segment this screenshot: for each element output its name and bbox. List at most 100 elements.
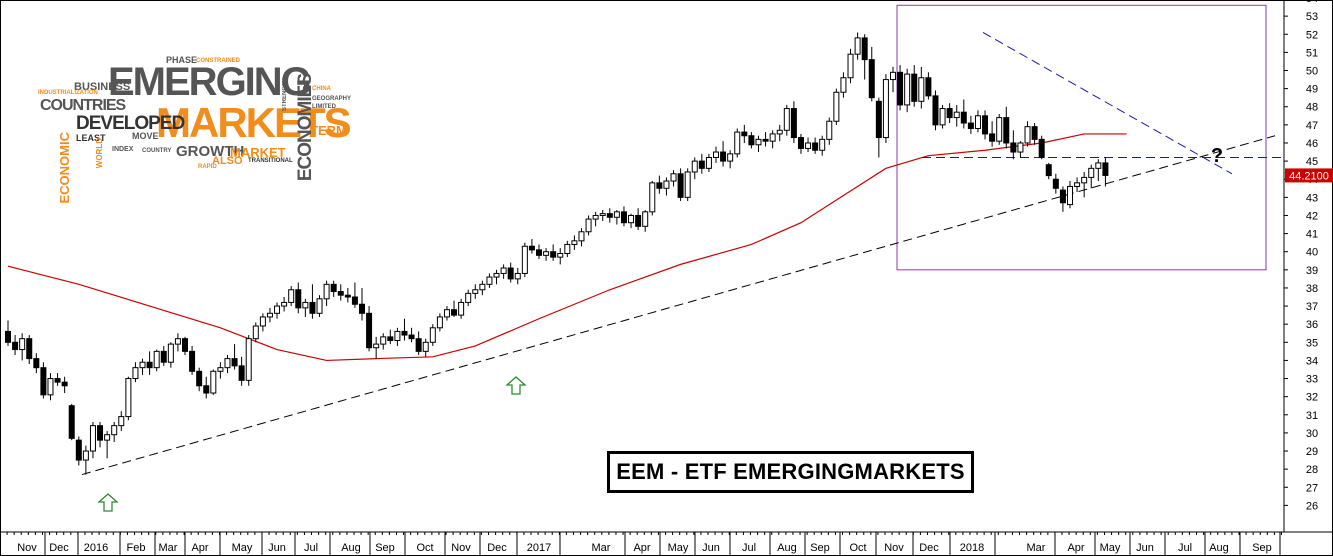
candle-body xyxy=(238,365,245,381)
candle-body xyxy=(366,312,373,349)
candle-body xyxy=(720,151,727,162)
annotation-question-mark: ? xyxy=(1211,145,1223,167)
wordcloud-word: MOVE xyxy=(132,131,159,141)
candle-body xyxy=(550,251,557,258)
candle-body xyxy=(344,294,351,298)
candle-body xyxy=(1067,185,1073,206)
candle-body xyxy=(401,330,408,336)
y-tick-label: 31 xyxy=(1306,410,1318,422)
x-tick-label: Jul xyxy=(1178,542,1192,554)
y-tick-label: 42 xyxy=(1306,210,1318,222)
y-tick-label: 39 xyxy=(1306,265,1318,277)
candle-body xyxy=(882,79,889,139)
candle-body xyxy=(705,156,712,169)
y-tick-label: 41 xyxy=(1306,229,1318,241)
candle-body xyxy=(755,138,762,146)
candle-body xyxy=(118,416,125,427)
y-tick-label: 30 xyxy=(1306,428,1318,440)
candle-body xyxy=(939,108,946,126)
candle-body xyxy=(146,361,153,369)
wordcloud-word: STRENGTH xyxy=(282,78,288,111)
candle-body xyxy=(925,77,932,97)
candle-body xyxy=(167,343,174,363)
candle-body xyxy=(1081,176,1088,184)
candle-body xyxy=(1017,142,1024,153)
candle-body xyxy=(521,245,528,274)
x-tick-label: Jun xyxy=(268,542,286,554)
candle-body xyxy=(514,272,521,280)
wordcloud-word: COUNTRIES xyxy=(40,97,126,114)
y-tick-label: 36 xyxy=(1306,319,1318,331)
wordcloud-word: BUSINESS xyxy=(74,81,131,93)
candle-body xyxy=(266,312,273,318)
candle-body xyxy=(33,358,40,369)
candle-body xyxy=(281,301,288,307)
candle-body xyxy=(373,343,380,349)
wordcloud-word: RAPID xyxy=(198,164,217,170)
y-tick-label: 54 xyxy=(1306,0,1318,5)
candle-body xyxy=(543,251,550,256)
y-tick-label: 45 xyxy=(1306,156,1318,168)
candle-body xyxy=(1045,164,1052,177)
candle-body xyxy=(635,214,642,227)
candle-body xyxy=(458,301,465,316)
candle-body xyxy=(415,338,422,352)
candle-body xyxy=(918,77,925,102)
wordcloud-word: TERM xyxy=(310,123,347,138)
x-tick-label: Apr xyxy=(633,542,650,554)
x-tick-label: May xyxy=(1100,542,1121,554)
candle-body xyxy=(387,336,394,341)
y-tick-label: 35 xyxy=(1306,337,1318,349)
candle-body xyxy=(677,173,684,198)
candle-body xyxy=(252,325,259,340)
x-tick-label: Oct xyxy=(416,542,433,554)
wordcloud-word: COUNTRY xyxy=(142,148,172,154)
wordcloud-word: DEVELOPED xyxy=(76,113,185,134)
y-tick-label: 43 xyxy=(1306,192,1318,204)
candle-body xyxy=(854,37,861,55)
wordcloud-word: WORLD xyxy=(95,138,104,169)
wordcloud-word: MARKET xyxy=(230,145,286,160)
moving-average-line xyxy=(7,133,1127,362)
candle-body xyxy=(1003,117,1010,144)
x-tick-label: May xyxy=(668,542,689,554)
wordcloud-word: INDUSTRIALIZATION xyxy=(38,90,98,96)
candle-body xyxy=(443,309,450,318)
candle-body xyxy=(571,240,578,245)
chart-title-box: EEM - ETF EMERGINGMARKETS xyxy=(607,451,974,493)
x-tick-label: Mar xyxy=(159,542,178,554)
candle-body xyxy=(104,434,111,441)
wordcloud-word: ECONOMIC xyxy=(57,132,72,204)
up-arrow-icon xyxy=(97,493,119,512)
candle-body xyxy=(861,37,868,61)
candle-body xyxy=(783,108,790,131)
candle-body xyxy=(840,77,847,93)
candle-body xyxy=(12,341,19,351)
candle-body xyxy=(734,131,741,155)
y-tick-label: 47 xyxy=(1306,120,1318,132)
candle-body xyxy=(61,381,68,387)
x-tick-label: Apr xyxy=(191,542,208,554)
candle-body xyxy=(259,316,266,327)
candle-body xyxy=(1088,167,1095,178)
candle-body xyxy=(790,108,797,139)
candle-body xyxy=(132,367,139,380)
x-tick-label: Dec xyxy=(487,542,507,554)
candle-body xyxy=(288,289,295,303)
candle-body xyxy=(762,138,769,142)
candle-body xyxy=(153,350,160,369)
candle-body xyxy=(748,135,755,146)
candle-body xyxy=(479,283,486,291)
candle-body xyxy=(174,338,181,345)
candle-body xyxy=(982,115,989,135)
candle-body xyxy=(500,267,507,274)
candle-body xyxy=(68,405,75,439)
candle-body xyxy=(670,173,677,182)
x-tick-label: Jun xyxy=(702,542,720,554)
candle-body xyxy=(868,59,875,99)
wordcloud-word: CHINA xyxy=(312,86,331,92)
candle-body xyxy=(422,341,429,352)
candle-body xyxy=(776,129,783,135)
candle-body xyxy=(408,334,415,340)
candle-body xyxy=(182,338,188,352)
